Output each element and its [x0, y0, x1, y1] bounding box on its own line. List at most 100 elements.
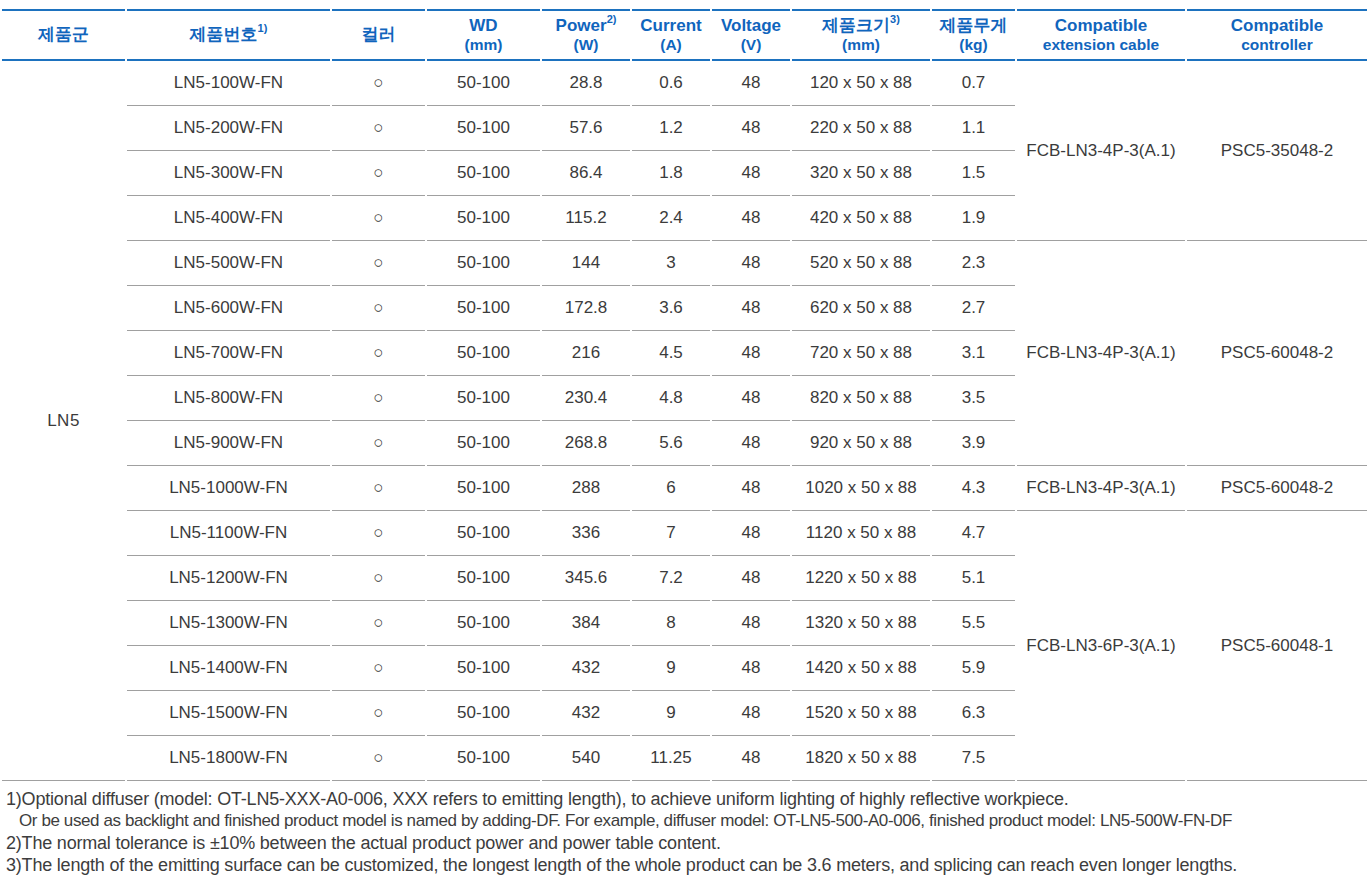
cell-size: 420 x 50 x 88	[792, 196, 930, 241]
header-label: Compatible	[1055, 16, 1148, 35]
col-header-extension-cable: Compatible extension cable	[1017, 9, 1185, 61]
color-circle-icon: ○	[373, 163, 383, 182]
cell-controller: PSC5-60048-2	[1187, 241, 1367, 466]
cell-wd: 50-100	[427, 106, 540, 151]
cell-color: ○	[332, 736, 425, 781]
cell-weight: 2.7	[932, 286, 1015, 331]
color-circle-icon: ○	[373, 433, 383, 452]
cell-current: 7.2	[632, 556, 710, 601]
footnotes: 1)Optional diffuser (model: OT-LN5-XXX-A…	[6, 788, 1365, 876]
cell-color: ○	[332, 151, 425, 196]
cell-size: 720 x 50 x 88	[792, 331, 930, 376]
cell-model: LN5-800W-FN	[127, 376, 330, 421]
cell-size: 1420 x 50 x 88	[792, 646, 930, 691]
cell-weight: 3.1	[932, 331, 1015, 376]
col-header-color: 컬러	[332, 9, 425, 61]
cell-power: 172.8	[542, 286, 630, 331]
color-circle-icon: ○	[373, 298, 383, 317]
cell-voltage: 48	[712, 61, 790, 106]
cell-weight: 4.7	[932, 511, 1015, 556]
cell-wd: 50-100	[427, 511, 540, 556]
cell-weight: 6.3	[932, 691, 1015, 736]
cell-wd: 50-100	[427, 466, 540, 511]
header-superscript: 2)	[607, 13, 617, 25]
header-superscript: 3)	[890, 13, 900, 25]
cell-current: 9	[632, 691, 710, 736]
cell-model: LN5-1000W-FN	[127, 466, 330, 511]
col-header-product-group: 제품군	[2, 9, 125, 61]
cell-color: ○	[332, 466, 425, 511]
cell-size: 920 x 50 x 88	[792, 421, 930, 466]
cell-color: ○	[332, 421, 425, 466]
footnote-2: 2)The normal tolerance is ±10% between t…	[6, 832, 1365, 854]
cell-model: LN5-1200W-FN	[127, 556, 330, 601]
cell-model: LN5-200W-FN	[127, 106, 330, 151]
cell-power: 432	[542, 646, 630, 691]
header-unit: (W)	[542, 36, 630, 54]
cell-weight: 0.7	[932, 61, 1015, 106]
cell-color: ○	[332, 286, 425, 331]
header-unit: (V)	[712, 36, 790, 54]
cell-current: 5.6	[632, 421, 710, 466]
cell-size: 1120 x 50 x 88	[792, 511, 930, 556]
cell-power: 216	[542, 331, 630, 376]
cell-weight: 7.5	[932, 736, 1015, 781]
cell-voltage: 48	[712, 601, 790, 646]
cell-voltage: 48	[712, 556, 790, 601]
cell-current: 4.5	[632, 331, 710, 376]
header-label: 제품번호	[190, 25, 258, 44]
cell-voltage: 48	[712, 331, 790, 376]
color-circle-icon: ○	[373, 478, 383, 497]
cell-power: 86.4	[542, 151, 630, 196]
cell-cable: FCB-LN3-4P-3(A.1)	[1017, 241, 1185, 466]
col-header-wd: WD (mm)	[427, 9, 540, 61]
cell-color: ○	[332, 196, 425, 241]
cell-voltage: 48	[712, 376, 790, 421]
table-row: LN5LN5-100W-FN○50-10028.80.648120 x 50 x…	[2, 61, 1367, 106]
col-header-power: Power2) (W)	[542, 9, 630, 61]
color-circle-icon: ○	[373, 208, 383, 227]
cell-power: 115.2	[542, 196, 630, 241]
cell-weight: 5.9	[932, 646, 1015, 691]
cell-model: LN5-300W-FN	[127, 151, 330, 196]
header-unit: (mm)	[427, 36, 540, 54]
header-row: 제품군 제품번호1) 컬러 WD (mm) Power2) (W)	[2, 9, 1367, 61]
cell-model: LN5-1400W-FN	[127, 646, 330, 691]
header-unit: (kg)	[932, 36, 1015, 54]
header-unit: controller	[1187, 36, 1367, 54]
col-header-voltage: Voltage (V)	[712, 9, 790, 61]
cell-color: ○	[332, 601, 425, 646]
cell-current: 7	[632, 511, 710, 556]
cell-weight: 2.3	[932, 241, 1015, 286]
cell-size: 1320 x 50 x 88	[792, 601, 930, 646]
cell-model: LN5-1100W-FN	[127, 511, 330, 556]
cell-power: 268.8	[542, 421, 630, 466]
footnote-3: 3)The length of the emitting surface can…	[6, 854, 1365, 876]
color-circle-icon: ○	[373, 568, 383, 587]
cell-wd: 50-100	[427, 646, 540, 691]
cell-current: 6	[632, 466, 710, 511]
cell-voltage: 48	[712, 511, 790, 556]
cell-power: 144	[542, 241, 630, 286]
header-label: Compatible	[1231, 16, 1324, 35]
cell-cable: FCB-LN3-6P-3(A.1)	[1017, 511, 1185, 781]
cell-wd: 50-100	[427, 691, 540, 736]
cell-wd: 50-100	[427, 376, 540, 421]
table-row: LN5-500W-FN○50-100144348520 x 50 x 882.3…	[2, 241, 1367, 286]
col-header-controller: Compatible controller	[1187, 9, 1367, 61]
cell-wd: 50-100	[427, 151, 540, 196]
header-label: Current	[640, 16, 701, 35]
header-label: Voltage	[721, 16, 781, 35]
cell-model: LN5-600W-FN	[127, 286, 330, 331]
cell-size: 1820 x 50 x 88	[792, 736, 930, 781]
cell-power: 432	[542, 691, 630, 736]
cell-size: 1020 x 50 x 88	[792, 466, 930, 511]
cell-model: LN5-500W-FN	[127, 241, 330, 286]
cell-size: 520 x 50 x 88	[792, 241, 930, 286]
cell-model: LN5-1800W-FN	[127, 736, 330, 781]
cell-cable: FCB-LN3-4P-3(A.1)	[1017, 61, 1185, 241]
cell-power: 336	[542, 511, 630, 556]
cell-wd: 50-100	[427, 601, 540, 646]
cell-size: 620 x 50 x 88	[792, 286, 930, 331]
cell-size: 1520 x 50 x 88	[792, 691, 930, 736]
